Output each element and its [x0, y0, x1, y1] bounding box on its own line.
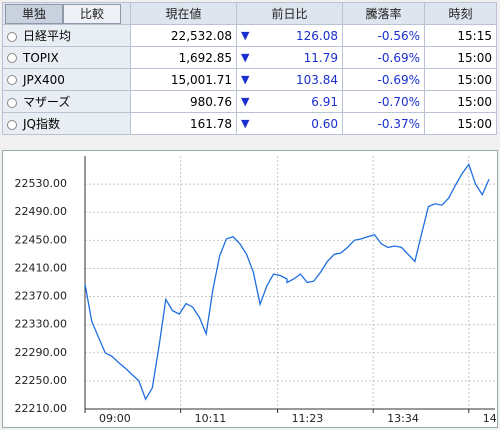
- cell: 1,692.85: [130, 46, 237, 69]
- change-rate: -0.56%: [377, 28, 420, 43]
- cell: ▼ 126.08: [236, 24, 343, 47]
- radio[interactable]: [7, 97, 17, 108]
- cell: 日経平均: [2, 24, 131, 47]
- change: 6.91: [311, 94, 338, 109]
- change: 11.79: [303, 50, 338, 65]
- chart: 22210.00 22250.00 22290.00 22330.00 22370.00…: [2, 150, 498, 428]
- column-header: 現在値: [130, 2, 237, 25]
- value: 22,532.08: [170, 28, 232, 43]
- value: 15:15: [457, 28, 492, 43]
- cell: 980.76: [130, 90, 237, 113]
- down-arrow: ▼: [241, 116, 250, 130]
- value: 980.76: [190, 94, 232, 109]
- x-tick-label: 11:23: [292, 412, 324, 425]
- value: 15:00: [457, 116, 492, 131]
- index-name: JPX400: [23, 72, 65, 87]
- x-tick-label: 10:11: [195, 412, 227, 425]
- radio[interactable]: [7, 119, 17, 130]
- y-tick-label: 22330.00: [15, 318, 68, 331]
- index-name: JQ指数: [23, 117, 60, 131]
- y-tick-label: 22290.00: [15, 346, 68, 359]
- table-body: 日経平均 22,532.08 ▼ 126.08 -0.56% 15:15 TOPIX 1,69…: [2, 24, 497, 135]
- cell: -0.56%: [342, 24, 425, 47]
- cell: 15:00: [424, 68, 497, 91]
- index-name: マザーズ: [23, 95, 71, 109]
- x-tick-label: 09:00: [99, 412, 131, 425]
- cell: JQ指数: [2, 112, 131, 135]
- value: 15:00: [457, 94, 492, 109]
- cell: -0.70%: [342, 90, 425, 113]
- value: 15:00: [457, 50, 492, 65]
- cell: 161.78: [130, 112, 237, 135]
- x-tick-label: 14:45: [483, 412, 498, 425]
- x-tick-label: 13:34: [387, 412, 419, 425]
- y-tick-label: 22210.00: [15, 402, 68, 415]
- change-rate: -0.69%: [377, 50, 420, 65]
- cell: -0.69%: [342, 46, 425, 69]
- cell: ▼ 0.60: [236, 112, 343, 135]
- value: 15,001.71: [170, 72, 232, 87]
- cell: 15:15: [424, 24, 497, 47]
- change-rate: -0.70%: [377, 94, 420, 109]
- quote-row[interactable]: JPX400 15,001.71 ▼ 103.84 -0.69% 15:00: [2, 68, 497, 91]
- change: 0.60: [311, 116, 338, 131]
- change-rate: -0.37%: [377, 116, 420, 131]
- quote-row[interactable]: マザーズ 980.76 ▼ 6.91 -0.70% 15:00: [2, 90, 497, 113]
- quote-row[interactable]: JQ指数 161.78 ▼ 0.60 -0.37% 15:00: [2, 112, 497, 135]
- tab[interactable]: 比較: [63, 3, 121, 24]
- down-arrow: ▼: [241, 94, 250, 108]
- radio[interactable]: [7, 53, 17, 63]
- cell: 22,532.08: [130, 24, 237, 47]
- cell: TOPIX: [2, 46, 131, 69]
- column-header: 時刻: [424, 2, 497, 25]
- cell: 15:00: [424, 46, 497, 69]
- down-arrow: ▼: [241, 72, 250, 86]
- cell: ▼ 103.84: [236, 68, 343, 91]
- value: 1,692.85: [178, 50, 232, 65]
- cell: 15:00: [424, 90, 497, 113]
- cell: 15,001.71: [130, 68, 237, 91]
- cell: -0.69%: [342, 68, 425, 91]
- column-header: 前日比: [236, 2, 343, 25]
- cell: ▼ 6.91: [236, 90, 343, 113]
- change: 126.08: [296, 28, 338, 43]
- y-tick-label: 22410.00: [15, 261, 68, 274]
- y-tick-label: 22250.00: [15, 374, 68, 387]
- y-tick-label: 22370.00: [15, 290, 68, 303]
- quote-row[interactable]: TOPIX 1,692.85 ▼ 11.79 -0.69% 15:00: [2, 46, 497, 69]
- quote-row[interactable]: 日経平均 22,532.08 ▼ 126.08 -0.56% 15:15: [2, 24, 497, 47]
- change: 103.84: [296, 72, 338, 87]
- y-tick-label: 22450.00: [15, 233, 68, 246]
- quote-table: 単独 比較 現在値 前日比 騰落率 時刻 日経平均 22,532.08 ▼ 126.08 -0.…: [2, 2, 497, 135]
- value: 161.78: [190, 116, 232, 131]
- tab-cell: 単独 比較: [2, 2, 131, 25]
- down-arrow: ▼: [241, 28, 250, 42]
- tab[interactable]: 単独: [5, 3, 63, 24]
- index-name: TOPIX: [23, 50, 59, 65]
- cell: ▼ 11.79: [236, 46, 343, 69]
- cell: -0.37%: [342, 112, 425, 135]
- y-tick-label: 22490.00: [15, 205, 68, 218]
- y-tick-label: 22530.00: [15, 177, 68, 190]
- cell: JPX400: [2, 68, 131, 91]
- index-name: 日経平均: [23, 29, 72, 43]
- cell: 15:00: [424, 112, 497, 135]
- value: 15:00: [457, 72, 492, 87]
- change-rate: -0.69%: [377, 72, 420, 87]
- cell: マザーズ: [2, 90, 131, 113]
- quote-panel: 単独 比較 現在値 前日比 騰落率 時刻 日経平均 22,532.08 ▼ 126.08 -0.…: [2, 2, 497, 135]
- column-header: 騰落率: [342, 2, 425, 25]
- radio[interactable]: [7, 75, 17, 85]
- radio[interactable]: [7, 31, 17, 42]
- price-line: [84, 163, 490, 401]
- down-arrow: ▼: [241, 50, 250, 64]
- header-row: 単独 比較 現在値 前日比 騰落率 時刻: [2, 2, 497, 25]
